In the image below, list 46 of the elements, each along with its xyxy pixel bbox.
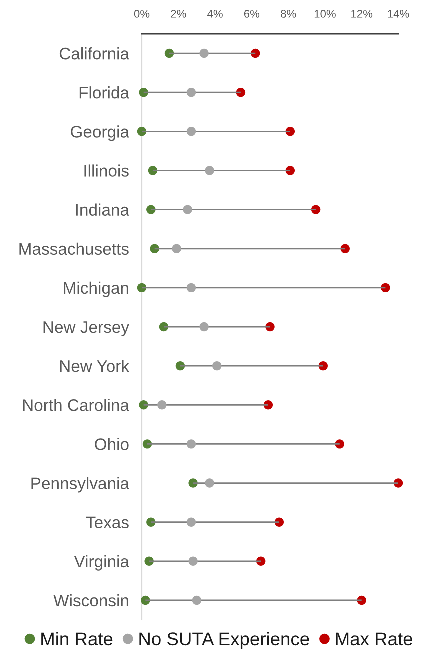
x-tick-label: 14%: [388, 10, 410, 18]
y-tick-label: Virginia: [74, 555, 130, 571]
point: [200, 322, 209, 332]
point: [141, 596, 150, 606]
y-tick-label: Pennsylvania: [32, 477, 130, 493]
y-tick-label: Michigan: [64, 282, 128, 298]
point: [205, 478, 214, 488]
y-tick-label: New Jersey: [44, 322, 130, 336]
point: [159, 322, 169, 332]
point: [212, 361, 222, 371]
point: [357, 596, 366, 606]
legend-label: Max Rate: [336, 632, 412, 646]
point: [205, 166, 214, 176]
point: [200, 48, 209, 58]
point: [186, 88, 196, 98]
point: [192, 596, 202, 606]
x-tick-label: 8%: [281, 10, 296, 18]
y-tick-label: Texas: [86, 516, 129, 529]
x-tick-label: 4%: [208, 10, 223, 18]
point: [183, 205, 192, 214]
point: [186, 518, 196, 527]
y-tick-label: Ohio: [95, 438, 129, 450]
y-tick-label: Georgia: [71, 126, 130, 142]
x-tick-label: 6%: [244, 10, 260, 18]
x-tick-label: 10%: [314, 10, 336, 18]
x-tick-label: 0%: [134, 10, 150, 18]
point: [188, 556, 198, 566]
x-tick-label: 2%: [171, 10, 186, 18]
point: [186, 283, 196, 293]
y-tick-label: Indiana: [76, 204, 130, 216]
y-tick-label: California: [60, 47, 130, 60]
legend-label: No SUTA Experience: [140, 632, 310, 650]
point: [158, 400, 167, 410]
point: [172, 244, 182, 254]
y-tick-label: Massachusetts: [20, 242, 129, 256]
x-tick-label: 12%: [352, 10, 373, 18]
y-tick-label: North Carolina: [23, 399, 130, 412]
point: [186, 440, 196, 449]
point: [250, 48, 260, 58]
y-tick-label: New York: [60, 360, 130, 372]
y-tick-label: Wisconsin: [54, 594, 128, 607]
y-tick-label: Florida: [80, 86, 130, 99]
point: [186, 127, 196, 136]
point: [164, 48, 174, 58]
y-tick-label: Illinois: [84, 164, 129, 177]
legend-label: Min Rate: [42, 632, 113, 646]
